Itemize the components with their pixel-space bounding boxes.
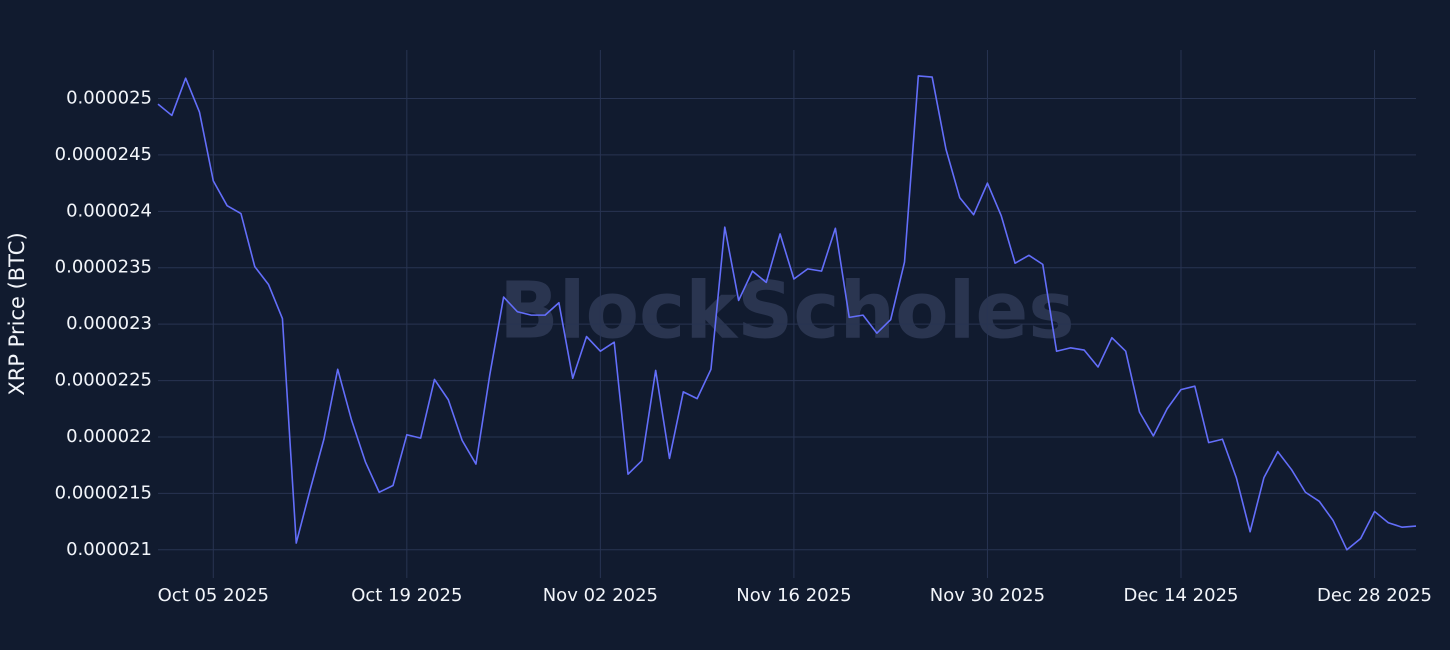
watermark: BlockScholes (499, 266, 1074, 356)
y-tick-label: 0.000024 (66, 200, 152, 221)
y-tick-label: 0.000021 (66, 539, 152, 560)
y-tick-label: 0.0000245 (55, 144, 152, 165)
y-tick-label: 0.000025 (66, 88, 152, 109)
y-tick-label: 0.0000235 (55, 257, 152, 278)
x-tick-label: Dec 28 2025 (1317, 585, 1432, 606)
line (157, 75, 1417, 551)
y-tick-label: 0.0000225 (55, 370, 152, 391)
x-tick-label: Nov 16 2025 (736, 585, 851, 606)
x-tick-label: Oct 05 2025 (158, 585, 269, 606)
x-tick-label: Oct 19 2025 (351, 585, 462, 606)
y-axis-title: XRP Price (BTC) (5, 232, 29, 395)
y-tick-label: 0.000023 (66, 313, 152, 334)
x-tick-label: Dec 14 2025 (1123, 585, 1238, 606)
y-tick-label: 0.0000215 (55, 482, 152, 503)
x-tick-label: Nov 02 2025 (543, 585, 658, 606)
x-tick-label: Nov 30 2025 (930, 585, 1045, 606)
y-tick-label: 0.000022 (66, 426, 152, 447)
